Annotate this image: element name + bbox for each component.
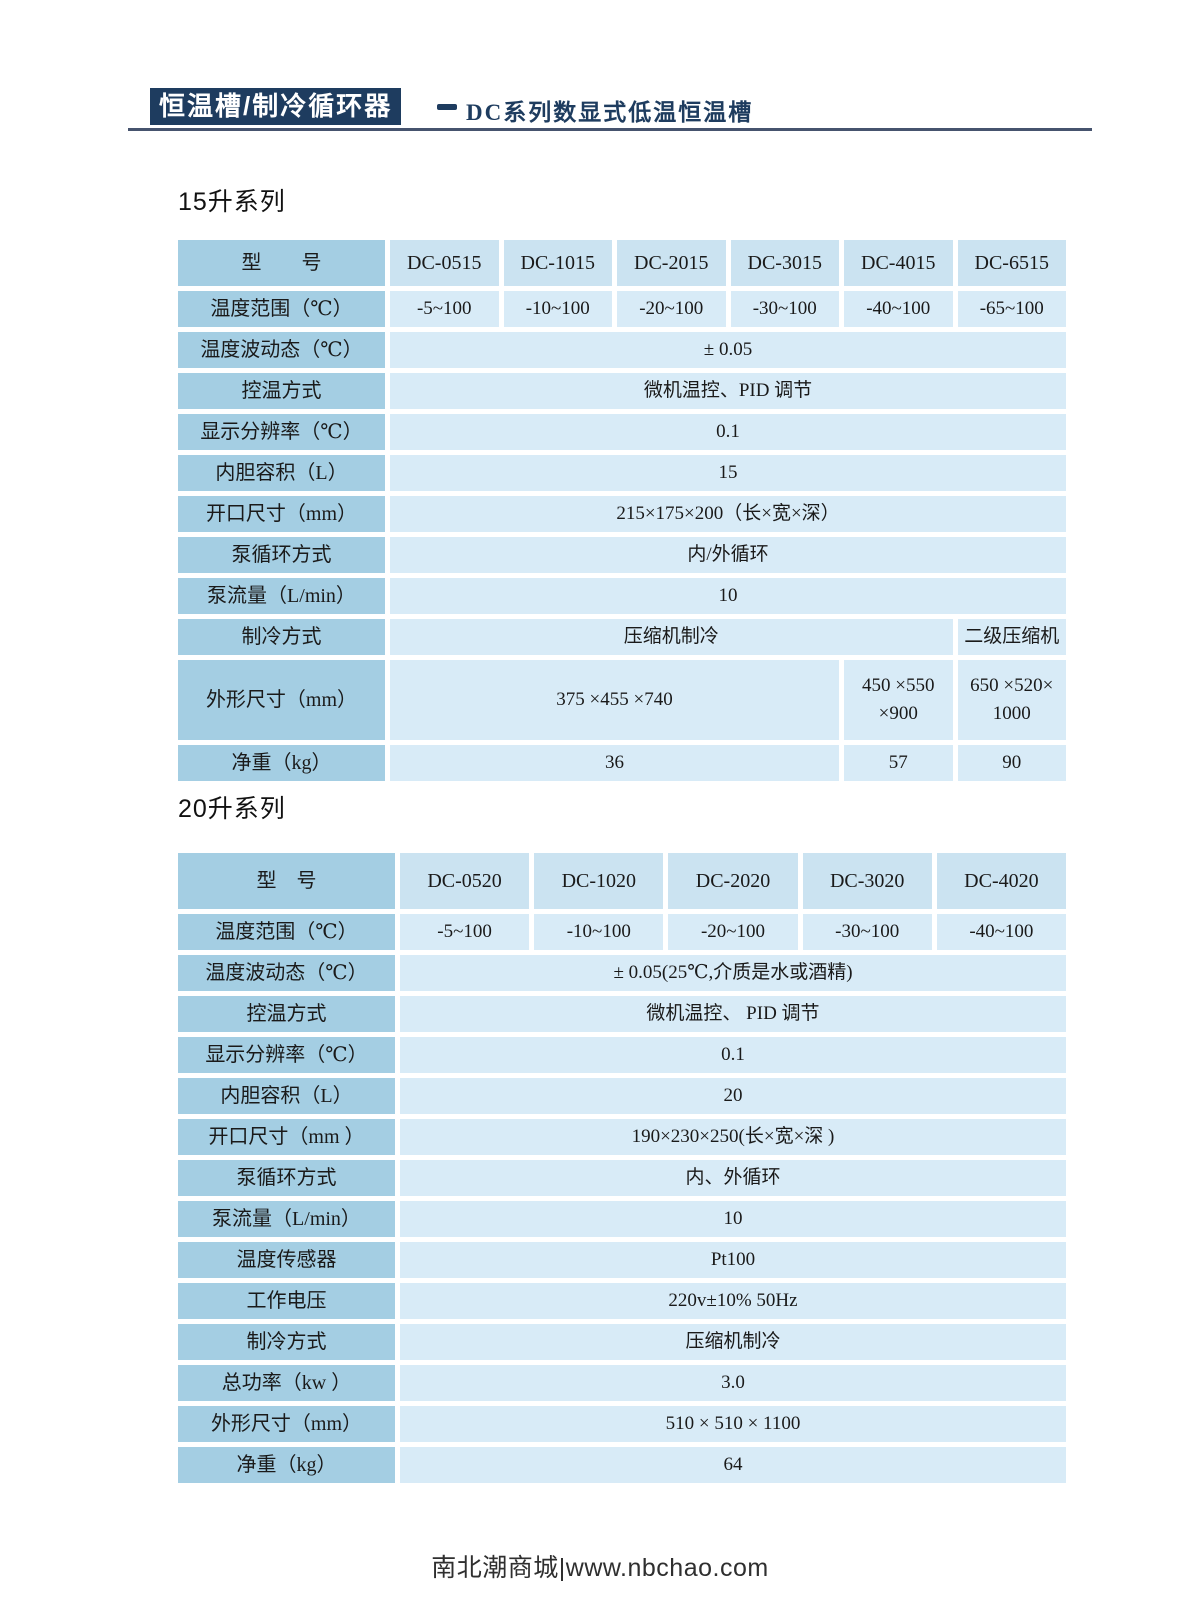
spec-value-cell: -20~100 (617, 291, 726, 327)
spec-row-label: 温度传感器 (178, 1242, 395, 1278)
spec-value-cell: 微机温控、 PID 调节 (400, 996, 1066, 1032)
spec-value-cell: 215×175×200（长×宽×深） (390, 496, 1066, 532)
spec-row-label: 制冷方式 (178, 619, 385, 655)
page-header-badge: 恒温槽/制冷循环器 (150, 88, 402, 125)
spec-row-label: 净重（kg） (178, 1447, 395, 1483)
spec-row-label: 开口尺寸（mm） (178, 496, 385, 532)
spec-row-label: 温度波动态（℃） (178, 955, 395, 991)
spec-row-label: 净重（kg） (178, 745, 385, 781)
model-header-cell: DC-2015 (617, 240, 726, 286)
spec-value-cell: -30~100 (730, 291, 839, 327)
spec-value-cell: 57 (844, 745, 953, 781)
spec-value-cell: 二级压缩机 (957, 619, 1066, 655)
section-title: 15升系列 (178, 188, 286, 216)
spec-value-cell: 190×230×250(长×宽×深 ) (400, 1119, 1066, 1155)
spec-value-cell: -5~100 (400, 914, 530, 950)
spec-row-label: 总功率（kw ） (178, 1365, 395, 1401)
spec-row-label: 外形尺寸（mm） (178, 1406, 395, 1442)
spec-value-cell: 10 (390, 578, 1066, 614)
spec-row-label: 内胆容积（L） (178, 1078, 395, 1114)
spec-row-label: 控温方式 (178, 373, 385, 409)
spec-value-cell: 15 (390, 455, 1066, 491)
spec-row-label: 泵循环方式 (178, 1160, 395, 1196)
spec-value-cell: 220v±10% 50Hz (400, 1283, 1066, 1319)
spec-value-cell: 内/外循环 (390, 537, 1066, 573)
model-header-cell: DC-1020 (534, 853, 664, 909)
spec-value-cell: 90 (957, 745, 1066, 781)
spec-section-1: 15升系列型 号 DC-0515 DC-1015 DC-2015 DC-3015 DC-4… (178, 188, 1066, 781)
spec-value-cell: -40~100 (936, 914, 1066, 950)
header-dash-icon (437, 104, 457, 110)
spec-value-cell: -10~100 (503, 291, 612, 327)
spec-value-cell: 0.1 (390, 414, 1066, 450)
model-header-cell: DC-0515 (390, 240, 499, 286)
spec-row-label: 显示分辨率（℃） (178, 414, 385, 450)
spec-value-cell: 20 (400, 1078, 1066, 1114)
model-header-cell: DC-3020 (802, 853, 932, 909)
page-header-subtitle: DC系列数显式低温恒温槽 (466, 100, 754, 125)
section-title: 20升系列 (178, 795, 286, 823)
spec-row-label: 工作电压 (178, 1283, 395, 1319)
spec-value-cell: 10 (400, 1201, 1066, 1237)
spec-value-cell: 36 (390, 745, 839, 781)
model-header-cell: DC-2020 (668, 853, 798, 909)
model-header-cell: DC-1015 (503, 240, 612, 286)
spec-value-cell: -40~100 (844, 291, 953, 327)
footer-site-text: 南北潮商城|www.nbchao.com (431, 1554, 769, 1582)
spec-value-cell: -65~100 (957, 291, 1066, 327)
spec-row-label: 内胆容积（L） (178, 455, 385, 491)
model-header-cell: DC-4020 (936, 853, 1066, 909)
model-header-cell: DC-0520 (400, 853, 530, 909)
spec-value-cell: 内、外循环 (400, 1160, 1066, 1196)
model-header-cell: DC-3015 (730, 240, 839, 286)
spec-value-cell: 0.1 (400, 1037, 1066, 1073)
spec-row-label: 泵流量（L/min） (178, 1201, 395, 1237)
spec-value-cell: 510 × 510 × 1100 (400, 1406, 1066, 1442)
spec-value-cell: 微机温控、PID 调节 (390, 373, 1066, 409)
spec-value-cell: ± 0.05(25℃,介质是水或酒精) (400, 955, 1066, 991)
spec-row-label: 控温方式 (178, 996, 395, 1032)
spec-value-cell: Pt100 (400, 1242, 1066, 1278)
model-row-label: 型 号 (178, 853, 395, 909)
spec-table: 型 号 DC-0515 DC-1015 DC-2015 DC-3015 DC-4015 DC… (178, 240, 1066, 781)
spec-value-cell: -30~100 (802, 914, 932, 950)
model-header-cell: DC-4015 (844, 240, 953, 286)
spec-section-2: 20升系列型 号 DC-0520 DC-1020 DC-2020 DC-3020 DC-4… (178, 795, 1066, 1483)
spec-row-label: 泵流量（L/min） (178, 578, 385, 614)
spec-row-label: 温度范围（℃） (178, 914, 395, 950)
spec-row-label: 温度波动态（℃） (178, 332, 385, 368)
spec-value-cell: -5~100 (390, 291, 499, 327)
spec-row-label: 泵循环方式 (178, 537, 385, 573)
model-row-label: 型 号 (178, 240, 385, 286)
spec-value-cell: 3.0 (400, 1365, 1066, 1401)
spec-value-cell: 压缩机制冷 (400, 1324, 1066, 1360)
spec-value-cell: 450 ×550 ×900 (844, 660, 953, 740)
spec-row-label: 显示分辨率（℃） (178, 1037, 395, 1073)
spec-row-label: 制冷方式 (178, 1324, 395, 1360)
model-header-cell: DC-6515 (957, 240, 1066, 286)
spec-value-cell: 64 (400, 1447, 1066, 1483)
spec-value-cell: 压缩机制冷 (390, 619, 953, 655)
spec-row-label: 开口尺寸（mm ） (178, 1119, 395, 1155)
spec-row-label: 温度范围（℃） (178, 291, 385, 327)
spec-value-cell: ± 0.05 (390, 332, 1066, 368)
spec-value-cell: -10~100 (534, 914, 664, 950)
spec-value-cell: 650 ×520× 1000 (957, 660, 1066, 740)
spec-row-label: 外形尺寸（mm） (178, 660, 385, 740)
spec-value-cell: -20~100 (668, 914, 798, 950)
header-rule (128, 128, 1092, 131)
spec-value-cell: 375 ×455 ×740 (390, 660, 839, 740)
spec-table: 型 号 DC-0520 DC-1020 DC-2020 DC-3020 DC-4020 温度… (178, 853, 1066, 1483)
